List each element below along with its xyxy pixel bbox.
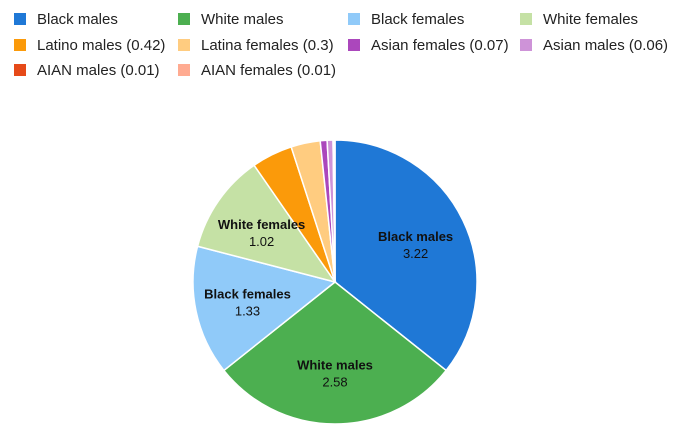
slice-label-white-males: White males xyxy=(297,358,373,373)
legend-swatch-asian-females xyxy=(348,39,360,51)
pie-slice-black-males xyxy=(334,139,478,372)
legend-label-aian-females: AIAN females (0.01) xyxy=(201,62,336,79)
legend-swatch-latino-males xyxy=(14,39,26,51)
legend-label-latina-females: Latina females (0.3) xyxy=(201,37,334,54)
slice-value-black-males: 3.22 xyxy=(403,246,428,261)
legend-label-asian-males: Asian males (0.06) xyxy=(543,37,668,54)
legend-label-white-males: White males xyxy=(201,11,284,28)
legend-label-white-females: White females xyxy=(543,11,638,28)
slice-labels: Black males 3.22 White males 2.58 Black fema… xyxy=(204,217,453,390)
legend-label-asian-females: Asian females (0.07) xyxy=(371,37,509,54)
slice-value-white-females: 1.02 xyxy=(249,234,274,249)
slice-label-white-females: White females xyxy=(218,217,305,232)
legend-item-asian-females: Asian females (0.07) xyxy=(348,37,509,54)
legend-swatch-white-males xyxy=(178,13,190,25)
legend-swatch-black-males xyxy=(14,13,26,25)
legend-item-white-males: White males xyxy=(178,11,284,28)
legend-label-black-males: Black males xyxy=(37,11,118,28)
legend-item-latina-females: Latina females (0.3) xyxy=(178,37,334,54)
pie-slice-aian-females xyxy=(333,139,336,283)
legend-label-black-females: Black females xyxy=(371,11,464,28)
legend-swatch-white-females xyxy=(520,13,532,25)
legend: Black males White males Black females White… xyxy=(14,11,668,79)
legend-label-aian-males: AIAN males (0.01) xyxy=(37,62,160,79)
legend-label-latino-males: Latino males (0.42) xyxy=(37,37,165,54)
slice-value-black-females: 1.33 xyxy=(235,304,260,319)
legend-item-asian-males: Asian males (0.06) xyxy=(520,37,668,54)
legend-swatch-aian-males xyxy=(14,64,26,76)
legend-item-aian-females: AIAN females (0.01) xyxy=(178,62,336,79)
slice-value-white-males: 2.58 xyxy=(322,375,347,390)
legend-swatch-black-females xyxy=(348,13,360,25)
legend-item-aian-males: AIAN males (0.01) xyxy=(14,62,160,79)
legend-swatch-latina-females xyxy=(178,39,190,51)
pie-slice-white-females xyxy=(196,164,337,284)
legend-item-latino-males: Latino males (0.42) xyxy=(14,37,165,54)
legend-swatch-aian-females xyxy=(178,64,190,76)
slice-label-black-males: Black males xyxy=(378,229,453,244)
legend-swatch-asian-males xyxy=(520,39,532,51)
slice-label-black-females: Black females xyxy=(204,287,291,302)
legend-item-white-females: White females xyxy=(520,11,638,28)
pie-slice-black-females xyxy=(192,245,337,372)
pie-slices xyxy=(192,139,478,425)
legend-item-black-males: Black males xyxy=(14,11,118,28)
legend-item-black-females: Black females xyxy=(348,11,464,28)
